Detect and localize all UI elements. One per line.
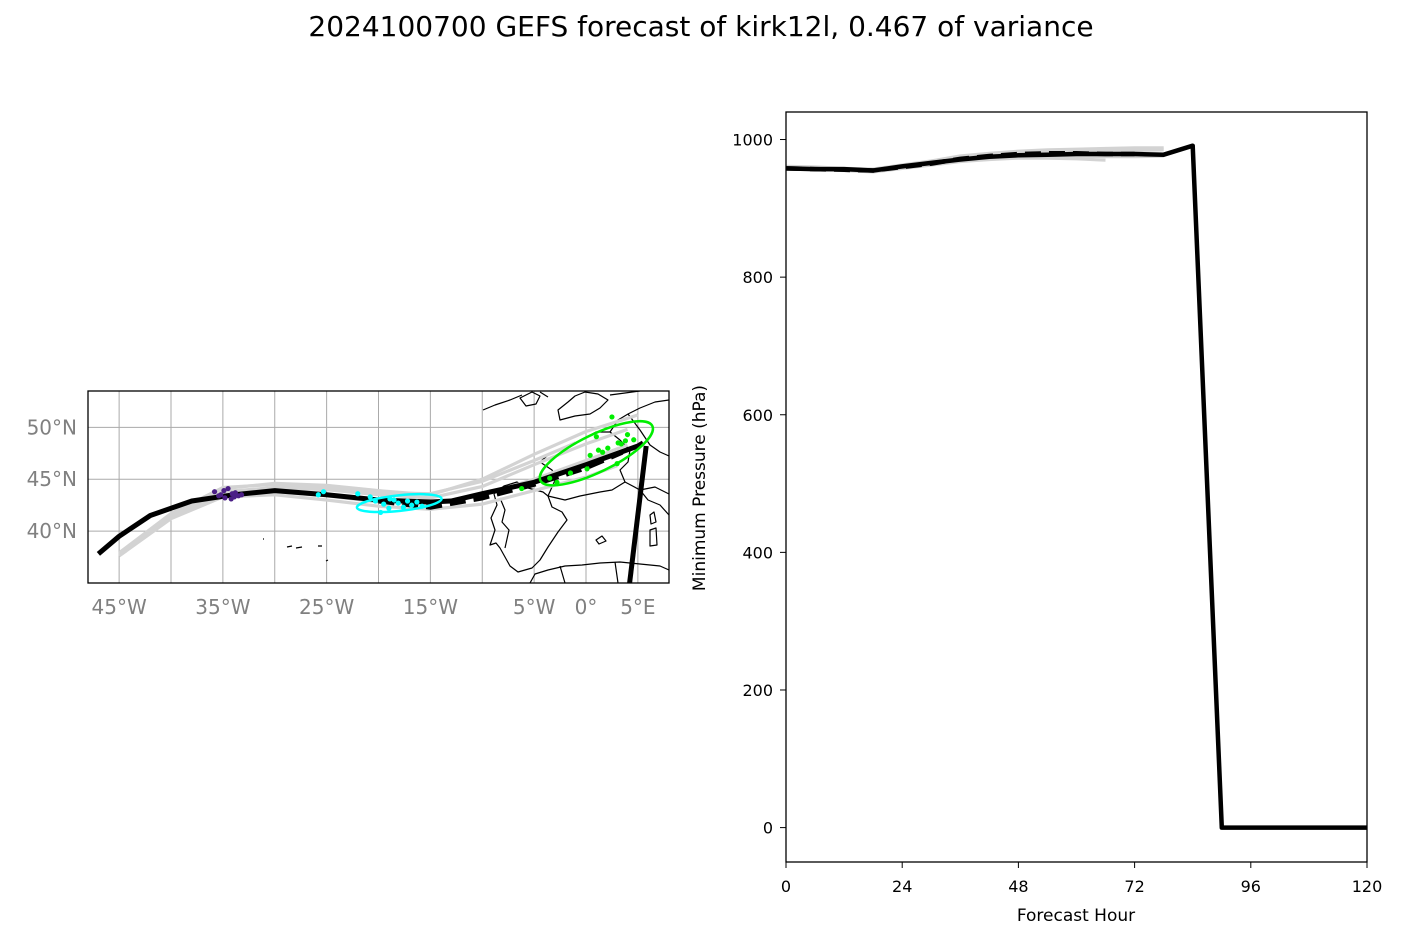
- group2-point: [315, 492, 321, 498]
- group1-point: [232, 490, 238, 496]
- x-tick-label: 96: [1241, 877, 1261, 896]
- y-tick-label: 200: [742, 681, 773, 700]
- group2-point: [320, 489, 327, 495]
- plot-frame: [785, 111, 1368, 863]
- mean-pressure-line: [786, 143, 1367, 830]
- island-corsica: [649, 511, 657, 525]
- group1-point: [238, 492, 245, 498]
- group3-point: [595, 447, 602, 453]
- lon-tick-label: 0°: [575, 595, 598, 619]
- group1-point: [228, 496, 234, 502]
- coastline-north-sea: [482, 391, 641, 411]
- lat-tick-label: 45°N: [27, 467, 77, 491]
- map-tick-labels: 45°W 35°W 25°W 15°W 5°W 0° 5°E 40°N 45°N 50°N: [27, 415, 656, 619]
- group2-point: [386, 505, 392, 511]
- group3-point: [605, 445, 611, 451]
- figure-title: 2024100700 GEFS forecast of kirk12l, 0.4…: [308, 10, 1094, 43]
- x-tick-label: 24: [892, 877, 912, 896]
- y-tick-label: 0: [763, 819, 773, 838]
- x-tick-label: 72: [1124, 877, 1144, 896]
- mean-track: [96, 440, 645, 556]
- x-axis-label: Forecast Hour: [1017, 906, 1135, 926]
- border-north-africa: [559, 561, 619, 583]
- group3-point: [584, 466, 590, 472]
- group1-point: [216, 493, 222, 499]
- group2-point: [367, 494, 373, 500]
- track-map-panel: 45°W 35°W 25°W 15°W 5°W 0° 5°E 40°N 45°N 50°N: [27, 390, 670, 619]
- y-axis-label: Minimum Pressure (hPa): [690, 385, 710, 591]
- group3-point: [622, 438, 629, 444]
- coastline-iberia: [489, 481, 568, 573]
- island-madeira: [325, 559, 329, 562]
- x-tick-label: 48: [1008, 877, 1028, 896]
- lon-tick-label: 5°E: [620, 595, 655, 619]
- lon-tick-label: 35°W: [195, 595, 250, 619]
- island-sardinia: [649, 527, 658, 547]
- coastline-north-africa: [529, 561, 669, 583]
- y-tick-label: 400: [742, 543, 773, 562]
- group1-point: [225, 485, 231, 492]
- border-spain-portugal: [499, 497, 510, 549]
- group3-point: [600, 449, 606, 455]
- y-tick-label: 1000: [732, 131, 773, 150]
- group3-point: [609, 414, 615, 420]
- group3-point: [618, 441, 624, 447]
- group2-point: [395, 500, 401, 506]
- group2-point: [391, 497, 397, 503]
- lon-tick-label: 5°W: [513, 595, 556, 619]
- group3-point: [631, 437, 637, 443]
- coastline-ireland: [519, 391, 541, 407]
- group1-point: [221, 488, 227, 494]
- pressure-lines: [786, 143, 1367, 830]
- group1-point: [222, 495, 228, 501]
- group2-point: [414, 499, 420, 505]
- border-alps: [624, 481, 669, 495]
- group3-point: [547, 475, 553, 481]
- island-mallorca: [595, 535, 607, 545]
- lon-tick-label: 45°W: [92, 595, 147, 619]
- y-tick-label: 600: [742, 406, 773, 425]
- group1-point: [211, 489, 218, 495]
- group3-point: [593, 434, 599, 440]
- group3-point: [554, 479, 560, 485]
- group3-ellipse: [538, 419, 655, 487]
- group2-point: [355, 491, 361, 497]
- islands-azores: [263, 538, 322, 549]
- group2-point: [381, 501, 387, 507]
- map-frame: [87, 390, 670, 584]
- lat-tick-label: 40°N: [27, 519, 77, 543]
- group3-point: [519, 485, 525, 492]
- track-spike: [627, 445, 649, 583]
- group3-point: [567, 470, 574, 476]
- map-tracks: [96, 413, 655, 583]
- group2-point: [404, 498, 411, 504]
- group3-point: [624, 431, 631, 438]
- coastline-britain: [557, 391, 609, 421]
- lon-tick-label: 25°W: [299, 595, 354, 619]
- pressure-chart-panel: 0 24 48 72 96 120 0 200 400 600 800 1000 Forecast H…: [690, 111, 1382, 926]
- x-tick-label: 0: [781, 877, 791, 896]
- lat-tick-label: 50°N: [27, 415, 77, 439]
- lon-tick-label: 15°W: [403, 595, 458, 619]
- x-tick-label: 120: [1352, 877, 1383, 896]
- group2-point: [409, 502, 415, 508]
- pressure-ticks: 0 24 48 72 96 120 0 200 400 600 800 1000: [732, 131, 1382, 896]
- dashed-track: [378, 449, 624, 510]
- group2-ellipse: [355, 492, 443, 514]
- coastline-italy: [639, 489, 669, 516]
- y-tick-label: 800: [742, 268, 773, 287]
- coastlines: [263, 391, 669, 583]
- border-central-europe: [627, 413, 669, 457]
- group2-point: [400, 504, 406, 510]
- group3-point: [587, 452, 593, 458]
